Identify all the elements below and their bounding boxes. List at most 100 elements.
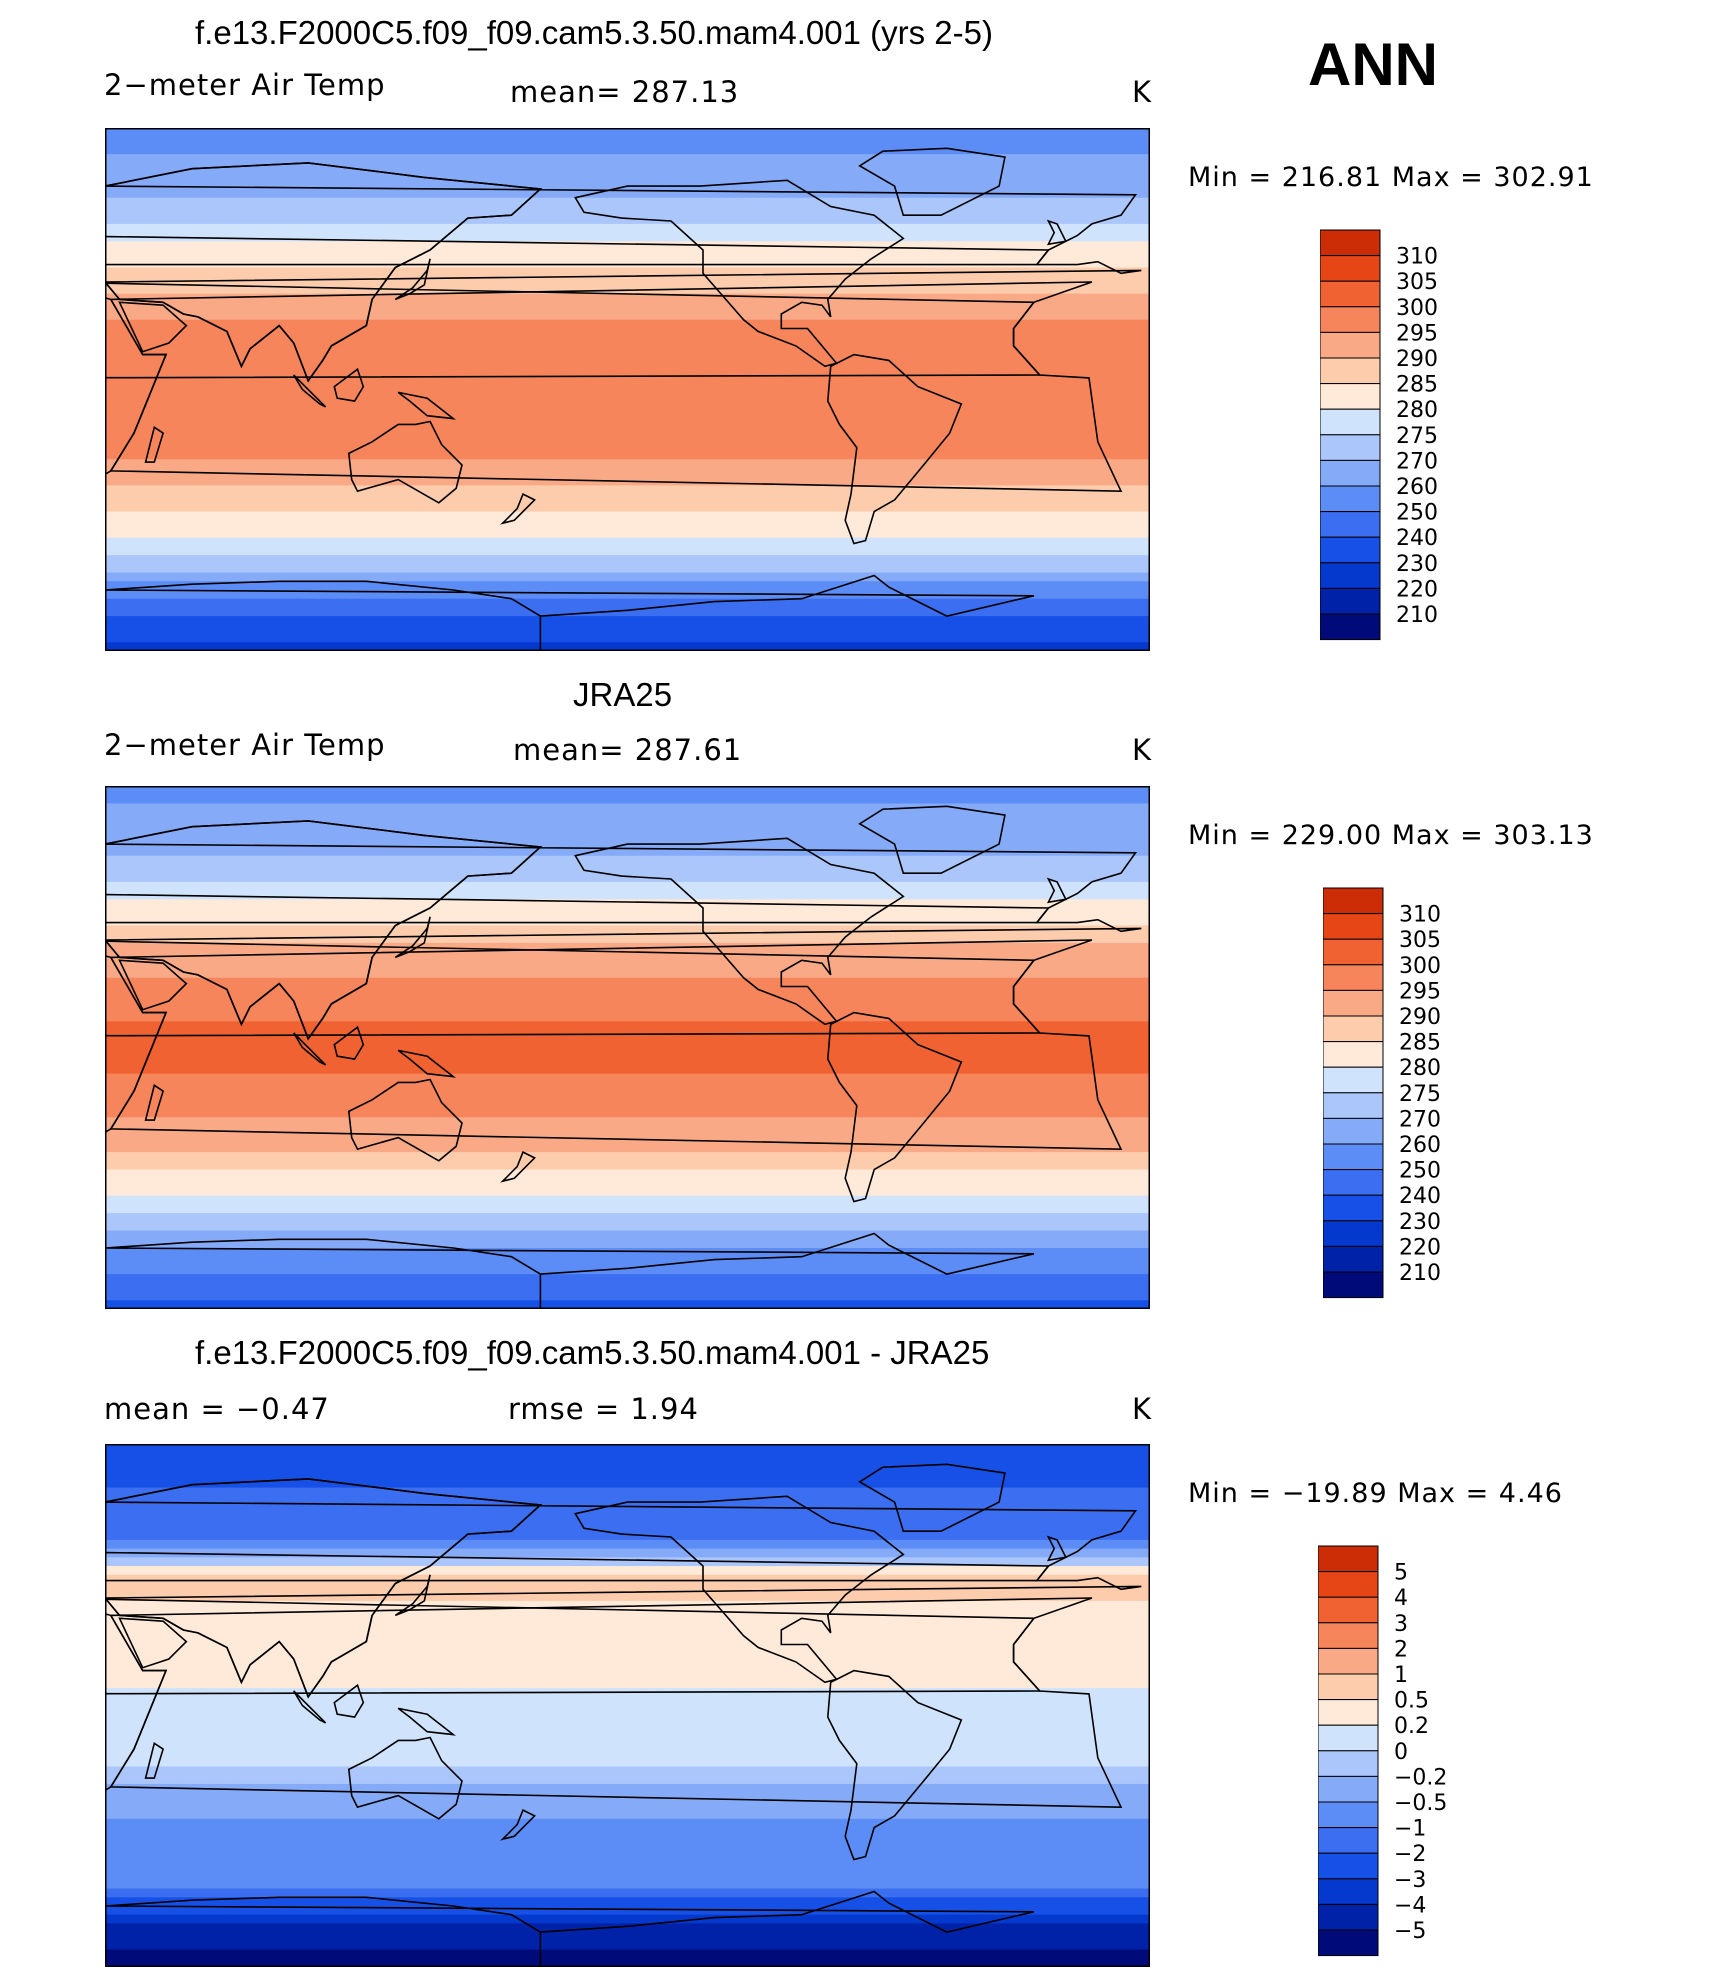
panel-2-mean-label: mean= 287.61 bbox=[513, 733, 743, 767]
colorbar-2-box bbox=[1318, 1596, 1379, 1624]
map-2-band bbox=[105, 1827, 1150, 1837]
colorbar-0-box bbox=[1320, 434, 1381, 461]
panel-1-min-max: Min = 216.81 Max = 302.91 bbox=[1188, 162, 1594, 193]
map-1-band bbox=[105, 951, 1150, 961]
coastline-sumatra bbox=[293, 1690, 327, 1724]
map-2-band bbox=[105, 1844, 1150, 1855]
colorbar-2-box bbox=[1318, 1878, 1379, 1905]
map-2-band bbox=[105, 1783, 1150, 1794]
colorbar-1-label: 275 bbox=[1399, 1082, 1441, 1107]
colorbar-2-label: 5 bbox=[1394, 1561, 1408, 1586]
colorbar-1-label: 210 bbox=[1399, 1261, 1441, 1286]
colorbar-2-label: 0.2 bbox=[1394, 1714, 1429, 1739]
map-0-band bbox=[105, 598, 1150, 609]
colorbar-1-label: 310 bbox=[1399, 903, 1441, 928]
panel-1-title: f.e13.F2000C5.f09_f09.cam5.3.50.mam4.001… bbox=[195, 14, 993, 51]
map-0-band bbox=[105, 441, 1150, 452]
panel-3-min-max: Min = −19.89 Max = 4.46 bbox=[1188, 1478, 1563, 1509]
colorbar-2-label: −2 bbox=[1394, 1842, 1426, 1867]
map-1-band bbox=[105, 803, 1150, 813]
coastline-japan bbox=[394, 916, 431, 959]
map-2-band bbox=[105, 1653, 1150, 1663]
map-0-coastlines bbox=[105, 147, 1142, 651]
colorbar-2-label: −3 bbox=[1394, 1868, 1426, 1893]
map-0-band bbox=[105, 363, 1150, 373]
map-0-band bbox=[105, 642, 1150, 651]
map-2-band bbox=[105, 1810, 1150, 1820]
colorbar-2-box bbox=[1318, 1622, 1379, 1649]
map-0-band bbox=[105, 511, 1150, 521]
map-0-band bbox=[105, 502, 1150, 513]
panel-3-map bbox=[105, 1444, 1150, 1967]
coastline-antarctica bbox=[105, 574, 1035, 651]
map-1-band bbox=[105, 1186, 1150, 1197]
colorbar-1-box bbox=[1323, 1169, 1384, 1196]
panel-3-title: f.e13.F2000C5.f09_f09.cam5.3.50.mam4.001… bbox=[195, 1334, 990, 1371]
map-1-band bbox=[105, 1073, 1150, 1083]
map-1-band bbox=[105, 1221, 1150, 1232]
colorbar-2-label: 4 bbox=[1394, 1586, 1408, 1611]
colorbar-1-label: 270 bbox=[1399, 1107, 1441, 1132]
map-1-band bbox=[105, 812, 1150, 822]
colorbar-2-label: −4 bbox=[1394, 1893, 1426, 1918]
map-1-band bbox=[105, 829, 1150, 839]
coastline-newguinea bbox=[397, 1049, 457, 1078]
colorbar-0-label: 260 bbox=[1396, 475, 1438, 500]
coastline-arabia bbox=[118, 1617, 188, 1669]
map-2-band bbox=[105, 1949, 1150, 1959]
colorbar-0-box bbox=[1320, 613, 1381, 641]
map-0-band bbox=[105, 485, 1150, 495]
coastline-antarctica bbox=[105, 1232, 1035, 1309]
map-1-band bbox=[105, 881, 1150, 892]
map-2-band bbox=[105, 1888, 1150, 1898]
map-2-band bbox=[105, 1487, 1150, 1497]
map-2-band bbox=[105, 1818, 1150, 1829]
map-0-band bbox=[105, 136, 1150, 147]
colorbar-2-label: 3 bbox=[1394, 1612, 1408, 1637]
map-2-band bbox=[105, 1853, 1150, 1863]
colorbar-1-box bbox=[1323, 1015, 1384, 1043]
map-1-band bbox=[105, 1300, 1150, 1309]
colorbar-1-box bbox=[1323, 1041, 1384, 1068]
colorbar-0-label: 305 bbox=[1396, 270, 1438, 295]
colorbar-2-box bbox=[1318, 1647, 1379, 1675]
panel-3-units: K bbox=[1132, 1392, 1153, 1426]
coastline-sumatra bbox=[293, 1032, 327, 1066]
map-2-band bbox=[105, 1722, 1150, 1733]
colorbar-0-label: 280 bbox=[1396, 398, 1438, 423]
map-1-band bbox=[105, 847, 1150, 857]
colorbar-0-box bbox=[1320, 485, 1381, 513]
map-1-frame bbox=[105, 786, 1150, 1309]
colorbar-1-label: 295 bbox=[1399, 979, 1441, 1004]
panel-2-variable-label: 2−meter Air Temp bbox=[104, 728, 386, 762]
coastline-africa bbox=[109, 939, 1123, 1151]
map-1-band bbox=[105, 986, 1150, 996]
map-2-band bbox=[105, 1452, 1150, 1463]
map-0-band bbox=[105, 415, 1150, 425]
map-2-band bbox=[105, 1470, 1150, 1480]
colorbar-2-label: −5 bbox=[1394, 1919, 1426, 1944]
coastline-greenland bbox=[858, 147, 1006, 216]
panel-2-min-max: Min = 229.00 Max = 303.13 bbox=[1188, 820, 1594, 851]
panel-2-units: K bbox=[1132, 733, 1153, 767]
colorbar-0-box bbox=[1320, 536, 1381, 564]
colorbar-1-box bbox=[1323, 1245, 1384, 1273]
panel-3-mean-label: mean = −0.47 bbox=[104, 1392, 330, 1426]
map-0-band bbox=[105, 241, 1150, 251]
map-0-band bbox=[105, 537, 1150, 547]
coastline-newzealand bbox=[500, 492, 536, 525]
map-2-coastlines bbox=[105, 1463, 1142, 1967]
map-0-band bbox=[105, 354, 1150, 364]
coastline-arabia bbox=[118, 301, 188, 353]
coastline-newguinea bbox=[397, 391, 457, 420]
map-2-band bbox=[105, 1670, 1150, 1680]
map-1-band bbox=[105, 786, 1150, 796]
map-0-band bbox=[105, 589, 1150, 600]
map-0-band bbox=[105, 171, 1150, 181]
colorbar-1-label: 300 bbox=[1399, 954, 1441, 979]
colorbar-2-label: 2 bbox=[1394, 1637, 1408, 1662]
map-0-band bbox=[105, 293, 1150, 303]
coastline-africa bbox=[109, 281, 1123, 493]
map-1-band bbox=[105, 1082, 1150, 1092]
